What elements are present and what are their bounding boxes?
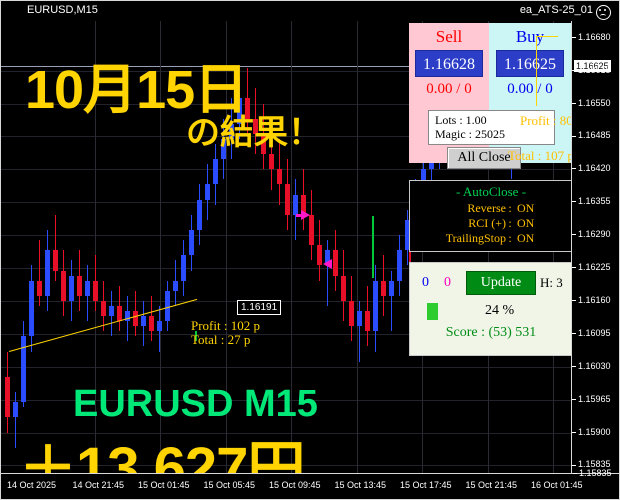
time-tick-label: 15 Oct 05:45 bbox=[203, 480, 256, 490]
autoclose-rci-key: RCI (+) bbox=[468, 216, 506, 230]
sad-face-icon bbox=[596, 5, 611, 20]
progress-bar-track bbox=[427, 303, 473, 320]
price-tick-label: 1.16485 bbox=[572, 130, 611, 140]
autoclose-title: - AutoClose - bbox=[455, 184, 527, 199]
all-close-button[interactable]: All Close bbox=[447, 147, 521, 169]
gridline bbox=[356, 21, 358, 473]
trade-marker-stem bbox=[296, 214, 302, 217]
price-tick-label: 1.15900 bbox=[572, 427, 611, 437]
time-tick-label: 15 Oct 13:45 bbox=[334, 480, 387, 490]
time-tick-label: 16 Oct 01:45 bbox=[531, 480, 583, 490]
info-lots-row: Lots : 1.00 bbox=[435, 113, 487, 127]
gridline bbox=[291, 21, 292, 473]
position-info-box: Lots : 1.00 Magic : 25025 bbox=[428, 110, 555, 145]
entry-price-label: 1.16191 bbox=[237, 300, 282, 315]
price-tick-label: 1.16420 bbox=[572, 163, 611, 173]
gridline bbox=[1, 432, 571, 434]
annotation-total: Total : 27 p bbox=[191, 332, 251, 347]
indicator-green-bar bbox=[195, 331, 197, 341]
price-tick-label: 1.16615 bbox=[572, 65, 611, 75]
gridline bbox=[225, 21, 227, 473]
time-tick-label: 14 Oct 21:45 bbox=[72, 480, 125, 490]
h-value-label: H: 3 bbox=[540, 275, 563, 290]
score-label: Score : (53) 531 bbox=[445, 325, 537, 340]
gridline bbox=[1, 136, 571, 138]
buy-label: Buy bbox=[515, 27, 545, 46]
gridline bbox=[160, 21, 161, 473]
autoclose-rci-colon: : bbox=[508, 216, 512, 230]
sell-lots-value: 0.00 / 0 bbox=[426, 81, 472, 97]
trade-entry-arrow-icon bbox=[301, 210, 310, 220]
price-tick-label: 1.15835 bbox=[572, 459, 611, 469]
price-tick-label: 1.16095 bbox=[572, 328, 611, 338]
time-tick-label: 15 Oct 01:45 bbox=[138, 480, 190, 490]
sell-label: Sell bbox=[435, 27, 463, 46]
price-axis[interactable]: 1.16680 1.16625 1.16615 1.16550 1.16485 1.164… bbox=[571, 21, 620, 473]
chart-crosshair-line bbox=[536, 36, 537, 106]
price-tick-label: 1.16680 bbox=[572, 32, 611, 42]
buy-price-button[interactable]: 1.16625 bbox=[496, 50, 564, 77]
window-titlebar: EURUSD,M15 ea_ATS-25_01 bbox=[1, 1, 619, 21]
time-axis[interactable]: 14 Oct 2025 14 Oct 21:45 15 Oct 01:45 15 Oc… bbox=[1, 468, 619, 500]
sell-price-button[interactable]: 1.16628 bbox=[415, 50, 483, 77]
update-button[interactable]: Update bbox=[466, 271, 536, 295]
price-tick-label: 1.15965 bbox=[572, 394, 611, 404]
price-tick-label: 1.16290 bbox=[572, 229, 611, 239]
price-tick-label: 1.16160 bbox=[572, 295, 611, 305]
autoclose-rci-value: ON bbox=[517, 216, 535, 230]
panel-profit-overlay: Profit : 80 p bbox=[520, 113, 583, 128]
autoclose-panel: - AutoClose - Reverse: ON RCI (+): ON Tr… bbox=[409, 180, 573, 252]
autoclose-trailingstop-colon: : bbox=[508, 231, 512, 245]
autoclose-reverse-value: ON bbox=[517, 201, 535, 215]
autoclose-row-rci[interactable]: RCI (+): ON bbox=[418, 216, 564, 231]
gridline bbox=[1, 169, 571, 171]
chart-crosshair-line bbox=[536, 36, 558, 37]
progress-bar-fill bbox=[427, 303, 439, 320]
overlay-amount-text: ＋13,627円 bbox=[19, 436, 305, 473]
time-tick-label: 15 Oct 21:45 bbox=[465, 480, 518, 490]
time-tick-label: 14 Oct 2025 bbox=[7, 480, 57, 490]
current-price-line bbox=[1, 65, 571, 67]
indicator-green-bar bbox=[372, 216, 374, 278]
gridline bbox=[1, 268, 571, 269]
autoclose-trailingstop-key: TrailingStop bbox=[445, 231, 506, 245]
gridline bbox=[1, 300, 571, 302]
ea-name-label: ea_ATS-25_01 bbox=[519, 4, 593, 16]
price-tick-label: 1.16355 bbox=[572, 196, 611, 206]
current-price-label: 1.16625 bbox=[574, 59, 611, 72]
gridline bbox=[94, 21, 96, 473]
overlay-subtitle-text: の結果！ bbox=[186, 114, 322, 152]
autoclose-reverse-key: Reverse bbox=[467, 201, 506, 215]
price-tick-label: 1.15835 bbox=[573, 468, 612, 478]
price-tick-label: 1.16030 bbox=[572, 361, 611, 371]
gridline bbox=[1, 235, 571, 237]
gridline bbox=[1, 333, 571, 335]
price-tick-label: 1.16550 bbox=[572, 98, 611, 108]
gridline bbox=[1, 70, 571, 72]
time-tick-label: 15 Oct 09:45 bbox=[269, 480, 321, 490]
gridline bbox=[1, 399, 571, 401]
trade-exit-arrow-icon bbox=[323, 259, 332, 269]
buy-lots-value: 0.00 / 0 bbox=[507, 81, 553, 97]
autoclose-trailingstop-value: ON bbox=[517, 231, 535, 245]
info-magic-row: Magic : 25025 bbox=[435, 127, 505, 141]
autoclose-row-trailingstop[interactable]: TrailingStop: ON bbox=[418, 231, 564, 246]
counter-blue: 0 bbox=[422, 275, 429, 290]
gridline bbox=[1, 465, 571, 467]
chart-symbol-title: EURUSD,M15 bbox=[27, 4, 98, 16]
score-panel: 0 0 Update H: 3 24 % Score : (53) 531 bbox=[409, 262, 573, 356]
overlay-date-text: 10月15日 bbox=[25, 60, 248, 120]
autoclose-row-reverse[interactable]: Reverse: ON bbox=[418, 201, 564, 216]
autoclose-reverse-colon: : bbox=[508, 201, 512, 215]
gridline bbox=[1, 366, 571, 368]
annotation-profit: Profit : 102 p bbox=[191, 318, 260, 333]
progress-percent-label: 24 % bbox=[485, 303, 515, 318]
price-tick-label: 1.16225 bbox=[572, 262, 611, 272]
time-tick-label: 15 Oct 17:45 bbox=[400, 480, 452, 490]
gridline bbox=[1, 103, 571, 105]
panel-total-overlay: Total : 107 p bbox=[508, 148, 574, 163]
counter-magenta: 0 bbox=[444, 275, 451, 290]
overlay-pair-text: EURUSD M15 bbox=[73, 383, 318, 425]
